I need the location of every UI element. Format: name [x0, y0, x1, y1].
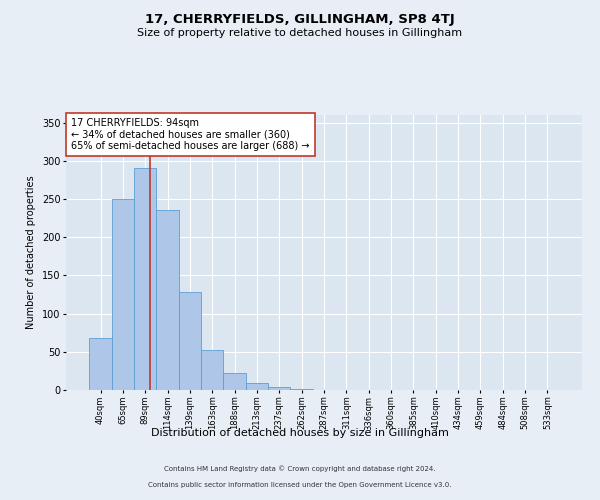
Bar [134, 168, 157, 390]
Bar [112, 199, 134, 390]
Text: 17 CHERRYFIELDS: 94sqm
← 34% of detached houses are smaller (360)
65% of semi-de: 17 CHERRYFIELDS: 94sqm ← 34% of detached… [71, 118, 310, 151]
Text: Contains public sector information licensed under the Open Government Licence v3: Contains public sector information licen… [148, 482, 452, 488]
Text: Distribution of detached houses by size in Gillingham: Distribution of detached houses by size … [151, 428, 449, 438]
Text: Contains HM Land Registry data © Crown copyright and database right 2024.: Contains HM Land Registry data © Crown c… [164, 466, 436, 472]
Bar [179, 292, 201, 390]
Text: 17, CHERRYFIELDS, GILLINGHAM, SP8 4TJ: 17, CHERRYFIELDS, GILLINGHAM, SP8 4TJ [145, 12, 455, 26]
Y-axis label: Number of detached properties: Number of detached properties [26, 176, 36, 330]
Bar [223, 373, 246, 390]
Text: Size of property relative to detached houses in Gillingham: Size of property relative to detached ho… [137, 28, 463, 38]
Bar [89, 338, 112, 390]
Bar [268, 387, 290, 390]
Bar [201, 350, 223, 390]
Bar [290, 389, 313, 390]
Bar [246, 383, 268, 390]
Bar [157, 210, 179, 390]
